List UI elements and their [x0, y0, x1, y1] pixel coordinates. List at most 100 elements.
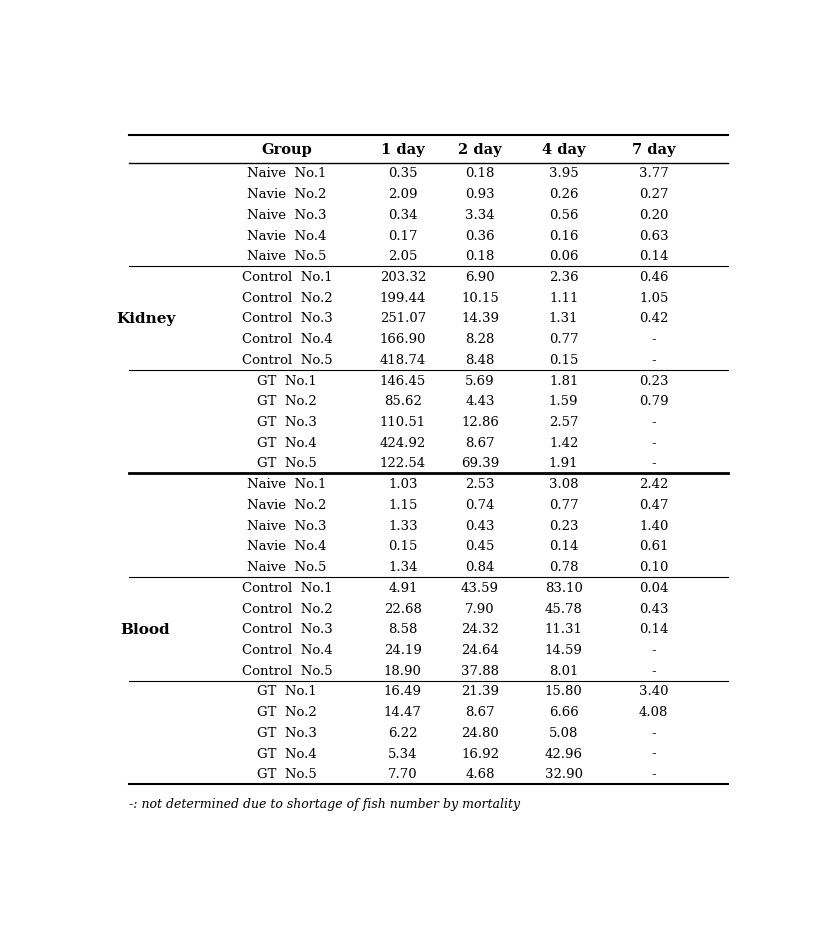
Text: Blood: Blood — [120, 622, 170, 636]
Text: 15.80: 15.80 — [544, 685, 583, 698]
Text: -: - — [652, 664, 656, 677]
Text: 4.91: 4.91 — [388, 581, 417, 594]
Text: 0.35: 0.35 — [388, 167, 417, 180]
Text: 0.10: 0.10 — [639, 561, 668, 574]
Text: Control  No.3: Control No.3 — [242, 312, 333, 325]
Text: 1.33: 1.33 — [388, 519, 417, 532]
Text: 24.80: 24.80 — [461, 726, 499, 739]
Text: 0.61: 0.61 — [639, 540, 668, 552]
Text: 7 day: 7 day — [632, 143, 676, 157]
Text: 1.11: 1.11 — [549, 291, 579, 304]
Text: 203.32: 203.32 — [379, 271, 426, 284]
Text: 14.59: 14.59 — [544, 643, 583, 656]
Text: 18.90: 18.90 — [384, 664, 422, 677]
Text: 0.14: 0.14 — [639, 623, 668, 636]
Text: GT  No.2: GT No.2 — [257, 705, 317, 718]
Text: 0.23: 0.23 — [549, 519, 579, 532]
Text: 2.09: 2.09 — [388, 188, 417, 201]
Text: 0.42: 0.42 — [639, 312, 668, 325]
Text: 14.39: 14.39 — [461, 312, 499, 325]
Text: 0.06: 0.06 — [549, 250, 579, 263]
Text: 0.43: 0.43 — [466, 519, 495, 532]
Text: 0.78: 0.78 — [549, 561, 579, 574]
Text: -: not determined due to shortage of fish number by mortality: -: not determined due to shortage of fis… — [129, 797, 520, 810]
Text: 8.67: 8.67 — [466, 705, 495, 718]
Text: Navie  No.4: Navie No.4 — [247, 229, 327, 242]
Text: 2.42: 2.42 — [639, 477, 668, 490]
Text: GT  No.4: GT No.4 — [257, 747, 317, 760]
Text: 32.90: 32.90 — [544, 768, 583, 781]
Text: Control  No.1: Control No.1 — [242, 271, 332, 284]
Text: Naive  No.5: Naive No.5 — [247, 561, 327, 574]
Text: 1.81: 1.81 — [549, 375, 579, 387]
Text: 1.34: 1.34 — [388, 561, 417, 574]
Text: 6.90: 6.90 — [466, 271, 495, 284]
Text: -: - — [652, 353, 656, 366]
Text: -: - — [652, 643, 656, 656]
Text: 3.08: 3.08 — [549, 477, 579, 490]
Text: Control  No.5: Control No.5 — [242, 664, 332, 677]
Text: 122.54: 122.54 — [380, 457, 426, 470]
Text: 1.91: 1.91 — [549, 457, 579, 470]
Text: 5.08: 5.08 — [549, 726, 579, 739]
Text: 1.59: 1.59 — [549, 395, 579, 408]
Text: Control  No.2: Control No.2 — [242, 602, 332, 615]
Text: Navie  No.2: Navie No.2 — [247, 499, 327, 512]
Text: 6.22: 6.22 — [388, 726, 417, 739]
Text: 0.15: 0.15 — [549, 353, 579, 366]
Text: 0.77: 0.77 — [549, 333, 579, 346]
Text: 6.66: 6.66 — [549, 705, 579, 718]
Text: Naive  No.5: Naive No.5 — [247, 250, 327, 263]
Text: 0.18: 0.18 — [466, 250, 495, 263]
Text: 0.47: 0.47 — [639, 499, 668, 512]
Text: GT  No.5: GT No.5 — [257, 457, 317, 470]
Text: -: - — [652, 726, 656, 739]
Text: 24.32: 24.32 — [461, 623, 499, 636]
Text: 7.70: 7.70 — [388, 768, 417, 781]
Text: GT  No.1: GT No.1 — [257, 685, 317, 698]
Text: 0.27: 0.27 — [639, 188, 668, 201]
Text: -: - — [652, 437, 656, 450]
Text: 21.39: 21.39 — [461, 685, 499, 698]
Text: 2.05: 2.05 — [388, 250, 417, 263]
Text: 0.20: 0.20 — [639, 209, 668, 222]
Text: 0.46: 0.46 — [639, 271, 668, 284]
Text: 0.84: 0.84 — [466, 561, 495, 574]
Text: GT  No.5: GT No.5 — [257, 768, 317, 781]
Text: 2 day: 2 day — [458, 143, 502, 157]
Text: 11.31: 11.31 — [544, 623, 583, 636]
Text: GT  No.1: GT No.1 — [257, 375, 317, 387]
Text: 16.49: 16.49 — [383, 685, 422, 698]
Text: 43.59: 43.59 — [461, 581, 499, 594]
Text: 0.36: 0.36 — [466, 229, 495, 242]
Text: Control  No.3: Control No.3 — [242, 623, 333, 636]
Text: Naive  No.1: Naive No.1 — [247, 477, 327, 490]
Text: 0.16: 0.16 — [549, 229, 579, 242]
Text: 1.05: 1.05 — [639, 291, 668, 304]
Text: -: - — [652, 747, 656, 760]
Text: 0.15: 0.15 — [388, 540, 417, 552]
Text: 10.15: 10.15 — [461, 291, 499, 304]
Text: 0.45: 0.45 — [466, 540, 495, 552]
Text: 0.77: 0.77 — [549, 499, 579, 512]
Text: 1.40: 1.40 — [639, 519, 668, 532]
Text: Control  No.4: Control No.4 — [242, 643, 332, 656]
Text: 0.23: 0.23 — [639, 375, 668, 387]
Text: Navie  No.4: Navie No.4 — [247, 540, 327, 552]
Text: 1.42: 1.42 — [549, 437, 579, 450]
Text: 0.63: 0.63 — [639, 229, 668, 242]
Text: 8.58: 8.58 — [388, 623, 417, 636]
Text: GT  No.4: GT No.4 — [257, 437, 317, 450]
Text: -: - — [652, 415, 656, 428]
Text: Kidney: Kidney — [116, 311, 175, 325]
Text: 24.64: 24.64 — [461, 643, 499, 656]
Text: Control  No.4: Control No.4 — [242, 333, 332, 346]
Text: 5.69: 5.69 — [466, 375, 495, 387]
Text: 0.17: 0.17 — [388, 229, 417, 242]
Text: 146.45: 146.45 — [380, 375, 426, 387]
Text: Group: Group — [261, 143, 312, 157]
Text: 424.92: 424.92 — [380, 437, 426, 450]
Text: 0.14: 0.14 — [549, 540, 579, 552]
Text: 199.44: 199.44 — [379, 291, 426, 304]
Text: 5.34: 5.34 — [388, 747, 417, 760]
